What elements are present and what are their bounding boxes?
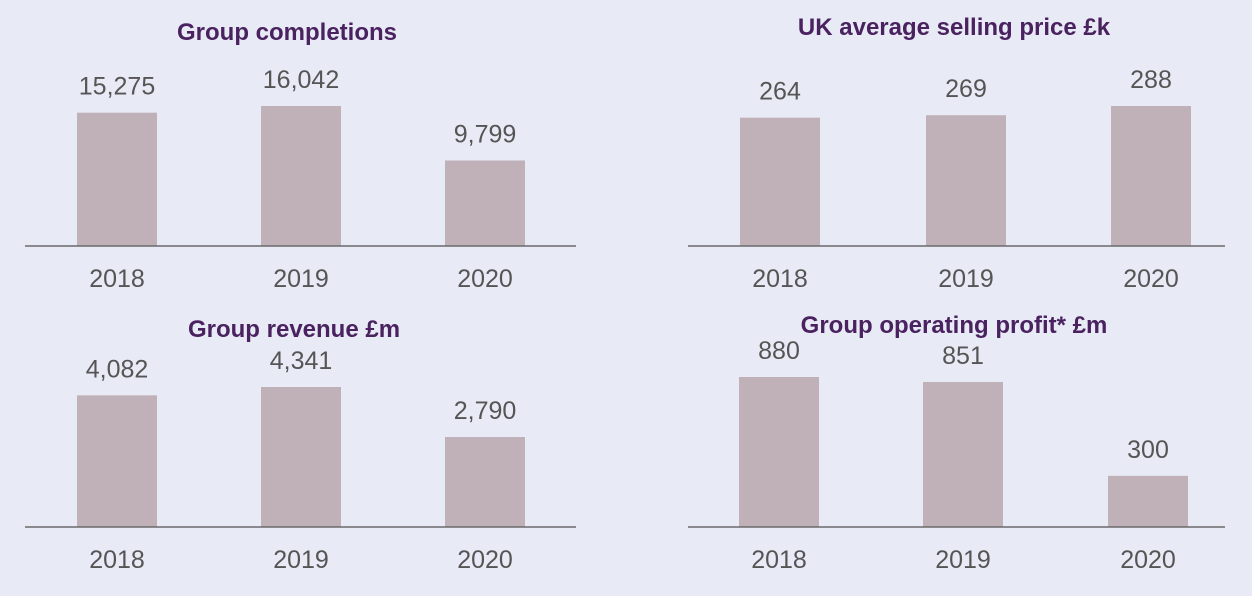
chart-title: Group operating profit* £m [801,312,1108,339]
x-tick-label: 2019 [938,265,994,293]
bar-2019 [261,106,341,246]
x-tick-label: 2019 [273,265,329,293]
chart-title: UK average selling price £k [798,14,1111,41]
bar-2018 [77,395,157,527]
bar-2018 [740,117,820,247]
chart-panel-2: UK average selling price £k 264 2018 269 201… [688,14,1225,293]
bar-2020 [445,160,525,246]
x-tick-label: 2018 [89,546,145,574]
bar-2019 [926,115,1006,246]
x-tick-label: 2020 [1120,546,1176,574]
x-tick-label: 2020 [457,265,513,293]
data-label: 16,042 [263,66,339,94]
x-tick-label: 2020 [457,546,513,574]
x-tick-label: 2019 [935,546,991,574]
bar-2019 [923,381,1003,527]
data-label: 880 [758,337,800,365]
bar-2020 [1111,106,1191,246]
x-tick-label: 2020 [1123,265,1179,293]
chart-panel-1: Group completions 15,275 2018 16,042 2019 9,7… [25,19,576,293]
data-label: 269 [945,75,987,103]
x-tick-label: 2018 [752,265,808,293]
data-label: 851 [942,342,984,370]
x-tick-label: 2018 [751,546,807,574]
data-label: 15,275 [79,73,155,101]
chart-panel-3: Group revenue £m 4,082 2018 4,341 2019 2,790 2… [25,316,576,574]
data-label: 4,082 [86,355,149,383]
data-label: 264 [759,78,801,106]
bar-2018 [739,377,819,527]
bar-2020 [1108,475,1188,527]
x-tick-label: 2018 [89,265,145,293]
chart-title: Group completions [177,19,397,46]
data-label: 288 [1130,66,1172,94]
bar-2020 [445,437,525,527]
data-label: 9,799 [454,120,517,148]
bar-2018 [77,112,157,246]
x-tick-label: 2019 [273,546,329,574]
data-label: 4,341 [270,347,333,375]
chart-title: Group revenue £m [188,316,400,343]
data-label: 300 [1127,436,1169,464]
data-label: 2,790 [454,397,517,425]
bar-2019 [261,387,341,527]
